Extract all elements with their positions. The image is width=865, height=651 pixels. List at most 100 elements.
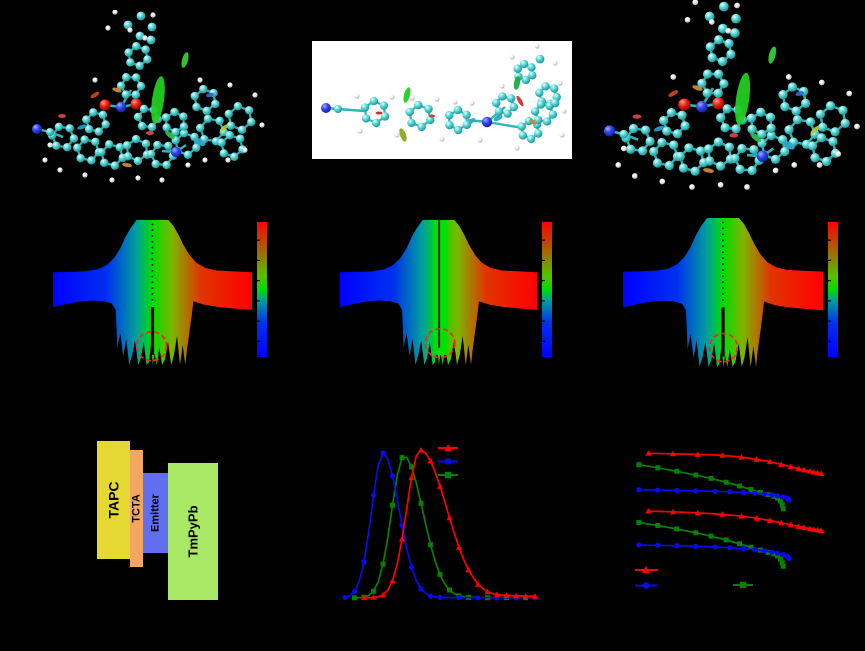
triangle-marker	[694, 509, 701, 516]
triangle-marker	[427, 457, 434, 464]
hydrogen-atom	[734, 2, 740, 9]
nci-surface	[219, 124, 229, 132]
legend-item	[733, 581, 753, 589]
benzene-ring	[492, 92, 518, 118]
device-layer-tmpypb: TmPyPb	[168, 463, 218, 600]
square-marker	[708, 533, 714, 539]
center-dot	[151, 246, 154, 249]
hydrogen-atom	[439, 136, 445, 142]
colorbar-tick	[542, 340, 545, 342]
nci-surface	[468, 117, 476, 125]
benzene-ring	[697, 69, 729, 98]
oxygen-atom	[99, 99, 111, 111]
series-red-top	[645, 450, 825, 477]
rdg-scatter-panel-left	[47, 214, 275, 375]
circle-marker	[752, 547, 758, 553]
carbon-atom	[136, 11, 146, 21]
hydrogen-atom	[561, 108, 567, 114]
series-green	[352, 455, 535, 601]
circle-marker	[437, 594, 443, 601]
circle-marker	[674, 543, 680, 549]
hydrogen-atom	[717, 181, 724, 188]
series-red	[360, 446, 539, 601]
nitrile-nitrogen	[321, 103, 331, 113]
hydrogen-atom	[227, 82, 233, 88]
circle-marker	[740, 545, 746, 552]
square-marker	[737, 541, 742, 547]
benzene-ring	[815, 101, 850, 137]
benzene-ring	[146, 140, 178, 170]
nci-surface	[795, 91, 805, 96]
nci-surface	[703, 168, 714, 173]
series-line	[638, 521, 785, 567]
annotation-dashed-circle	[135, 330, 168, 362]
nci-surface	[399, 128, 407, 142]
colorbar-tick	[257, 320, 260, 322]
panel-svg	[53, 220, 267, 365]
colorbar-tick	[828, 300, 831, 302]
circle-marker	[655, 487, 661, 493]
center-dot	[722, 251, 724, 254]
hydrogen-atom	[499, 83, 505, 89]
center-dot	[722, 227, 724, 230]
nitrogen-atom	[481, 116, 493, 128]
carbon-atom	[147, 22, 157, 32]
hydrogen-atom	[469, 100, 475, 106]
hydrogen-atom	[109, 177, 115, 183]
hydrogen-atom	[772, 167, 779, 174]
benzene-ring	[360, 96, 390, 128]
circle-marker	[636, 487, 642, 493]
hydrogen-atom	[631, 173, 638, 179]
hydrogen-atom	[409, 95, 415, 101]
center-dot	[722, 269, 724, 272]
layer-label: Emitter	[150, 493, 162, 532]
benzene-ring	[621, 123, 655, 156]
hydrogen-atom	[197, 77, 203, 83]
legend-circle-marker	[642, 582, 650, 589]
center-dot	[722, 281, 724, 283]
triangle-marker	[522, 592, 529, 599]
nci-surface	[632, 114, 642, 119]
square-marker	[777, 498, 783, 504]
device-layer-emitter: Emitter	[143, 473, 168, 553]
triangle-marker	[787, 521, 794, 528]
square-marker	[708, 475, 714, 481]
benzene-ring	[513, 59, 537, 85]
center-black-spike	[721, 307, 725, 357]
triangle-marker	[408, 474, 415, 481]
el-spectra-chart	[340, 440, 555, 610]
hydrogen-atom	[514, 145, 520, 151]
triangle-marker	[818, 527, 825, 534]
hydrogen-atom	[534, 43, 540, 49]
center-dot	[151, 264, 154, 266]
square-marker	[780, 563, 786, 569]
layer-label: TmPyPb	[186, 505, 201, 557]
square-marker	[428, 542, 433, 548]
rdg-scatter-silhouette	[53, 220, 252, 365]
square-marker	[723, 479, 729, 485]
circle-marker	[655, 542, 661, 548]
hydrogen-atom	[835, 151, 842, 157]
colorbar-tick	[257, 300, 260, 302]
center-dot	[722, 239, 724, 242]
hydrogen-atom	[785, 74, 792, 80]
triangle-marker	[801, 466, 808, 473]
benzene-ring	[730, 143, 764, 176]
triangle-marker	[810, 526, 817, 532]
triangle-marker	[810, 468, 817, 475]
hydrogen-atom	[389, 94, 395, 100]
nci-surface	[403, 87, 411, 103]
square-marker	[693, 472, 699, 478]
triangle-marker	[787, 463, 794, 470]
triangle-marker	[738, 454, 745, 460]
colorbar	[257, 222, 267, 357]
center-dot	[722, 233, 724, 236]
device-layer-tcta: TCTA	[130, 450, 143, 567]
hydrogen-atom	[708, 19, 715, 25]
carbon-atom	[730, 28, 740, 38]
triangle-marker	[669, 508, 677, 515]
circle-marker	[361, 559, 367, 565]
annotation-dashed-circle	[424, 327, 456, 359]
nci-surface	[810, 125, 820, 134]
panel-svg	[340, 220, 552, 365]
